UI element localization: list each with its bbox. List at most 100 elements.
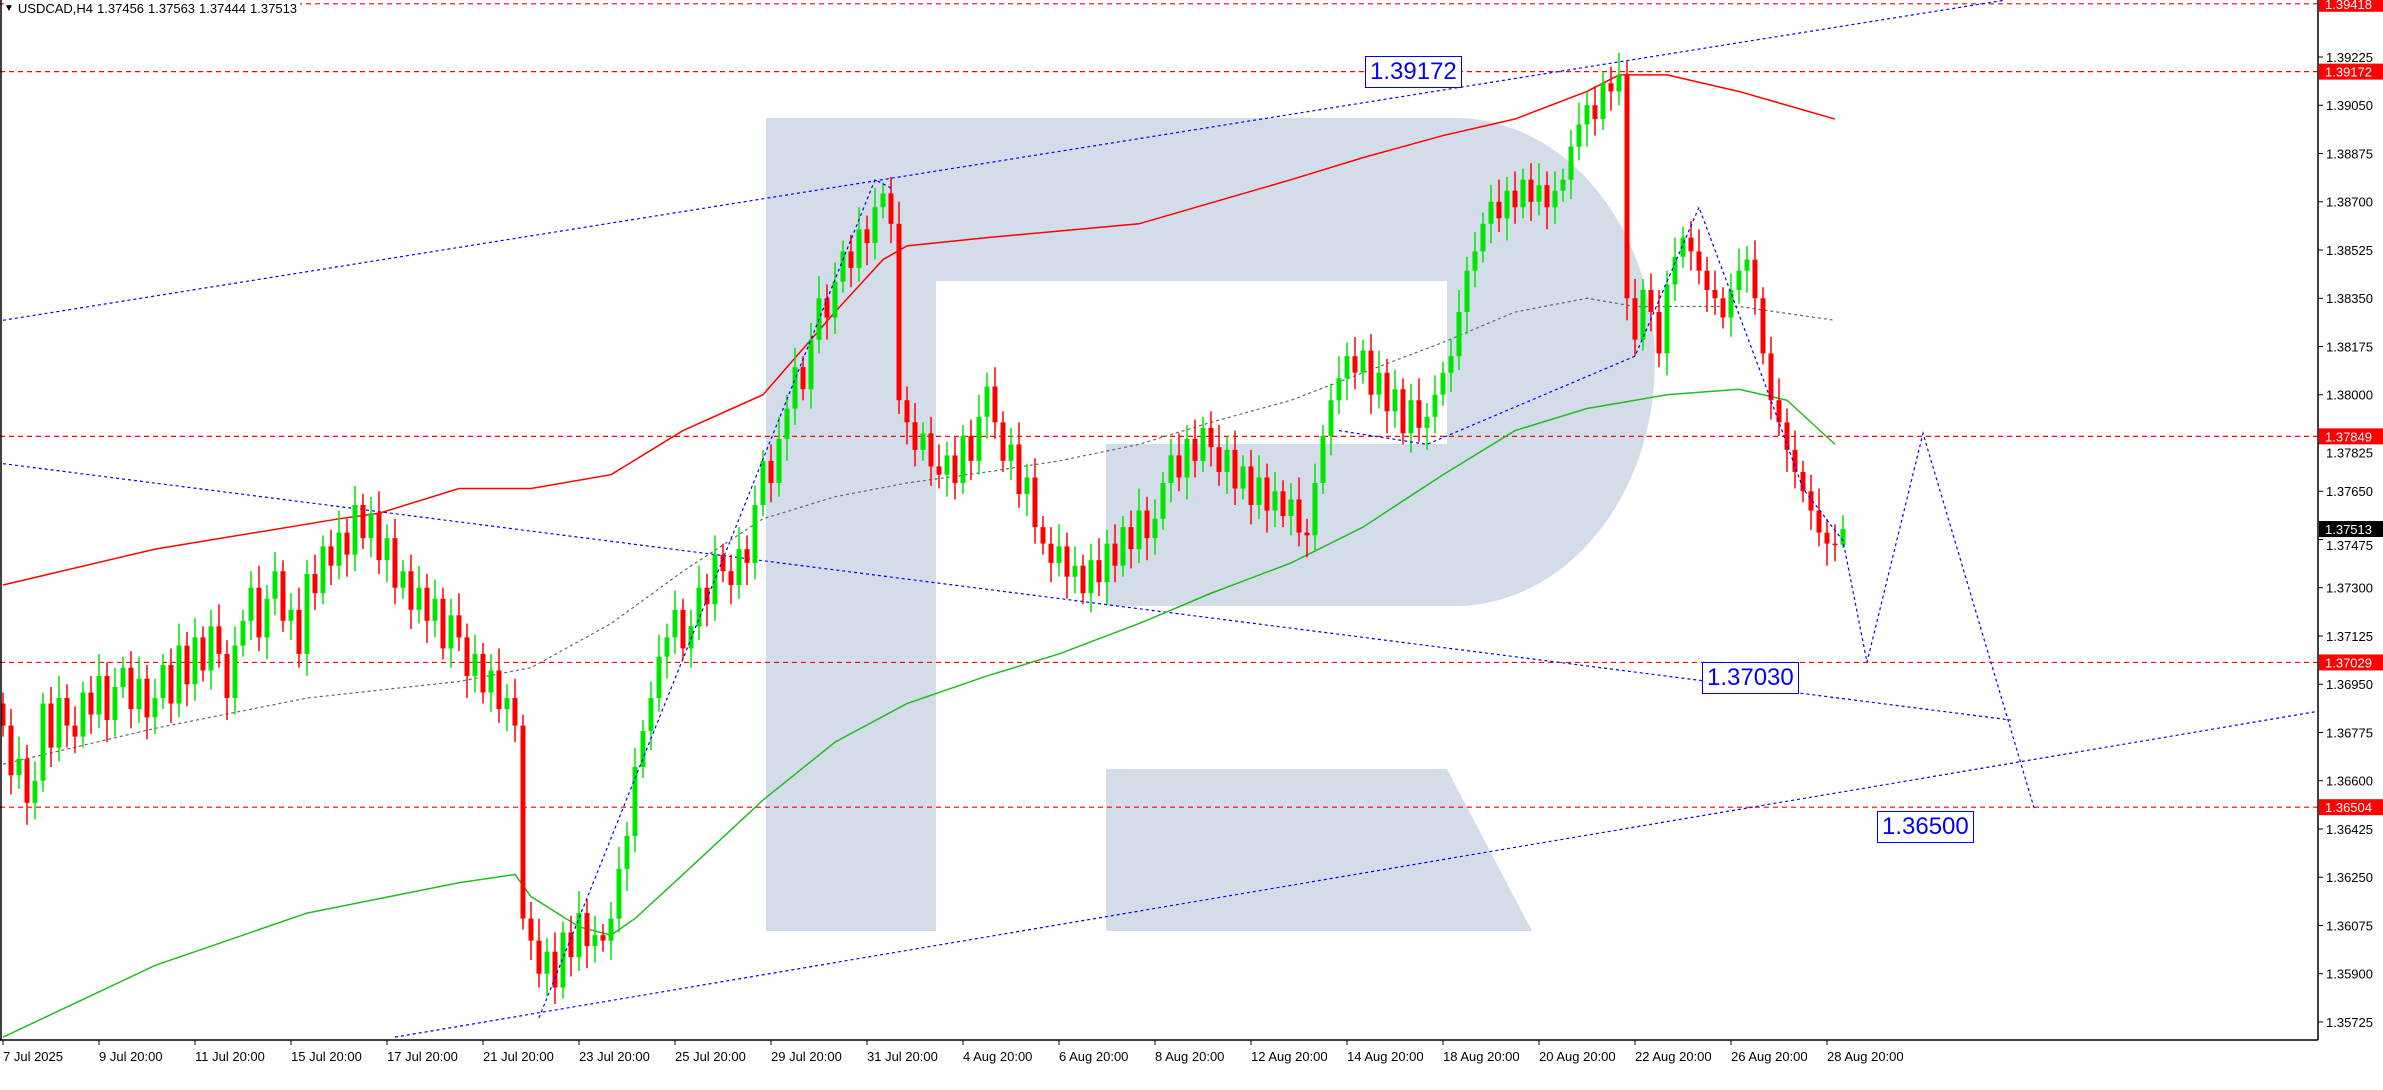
candle (192, 618, 198, 701)
candle-body (80, 692, 86, 737)
candle-body (1240, 466, 1246, 489)
candle (384, 524, 390, 583)
candle (424, 573, 430, 643)
candle-body (832, 281, 838, 318)
candle (464, 623, 470, 699)
candle-body (1312, 482, 1318, 536)
candle-body (1144, 510, 1150, 539)
candle-body (104, 675, 110, 721)
candle-body (1368, 350, 1374, 395)
candle (288, 593, 294, 641)
candle-body (1384, 372, 1390, 412)
candle-body (1784, 422, 1790, 450)
candle-body (752, 505, 758, 563)
candle-body (176, 645, 182, 704)
candle-body (1192, 438, 1198, 461)
candle (952, 436, 958, 500)
candle-body (48, 703, 54, 748)
candle-body (1112, 543, 1118, 566)
candle (1264, 463, 1270, 533)
candle-body (968, 436, 974, 461)
candle (1376, 350, 1382, 409)
candle-body (1568, 146, 1574, 180)
candle (24, 744, 30, 825)
candle-body (352, 505, 358, 555)
candle-body (896, 223, 902, 401)
candle-body (472, 653, 478, 676)
candle (1024, 463, 1030, 517)
candle-body (256, 587, 262, 638)
candle-body (1136, 510, 1142, 550)
candle-body (1304, 532, 1310, 536)
level-price-badge (2319, 428, 2383, 445)
candle (1080, 554, 1086, 605)
candle (496, 648, 502, 723)
candle-body (152, 698, 158, 718)
price-tick-label: 1.38175 (2326, 339, 2373, 354)
candle-body (1768, 353, 1774, 401)
candle-body (720, 554, 726, 572)
candle (1240, 455, 1246, 500)
price-tick-label: 1.38700 (2326, 195, 2373, 210)
candle-body (1792, 449, 1798, 472)
price-tick-label: 1.38875 (2326, 146, 2373, 161)
candle-body (704, 587, 710, 605)
candle-body (872, 207, 878, 244)
candle-body (1624, 74, 1630, 299)
price-tick-label: 1.36075 (2326, 918, 2373, 933)
candle-body (528, 918, 534, 941)
price-tick-label: 1.37300 (2326, 581, 2373, 596)
candle-body (232, 645, 238, 699)
candle-body (944, 455, 950, 475)
price-tick-label: 1.37650 (2326, 484, 2373, 499)
candle (472, 634, 478, 693)
candle-body (1648, 289, 1654, 313)
current-price-badge (2319, 521, 2383, 538)
level-price-badge (2319, 799, 2383, 816)
candle-body (496, 670, 502, 710)
candle (896, 201, 902, 415)
candle (912, 403, 918, 467)
candle (784, 394, 790, 461)
candle (1472, 232, 1478, 288)
candle (1072, 546, 1078, 594)
candle (848, 234, 854, 288)
candle-body (1456, 312, 1462, 357)
time-tick-label: 28 Aug 20:00 (1827, 1049, 1904, 1064)
candle-body (1472, 251, 1478, 271)
candle-body (992, 386, 998, 423)
price-tick-label: 1.37825 (2326, 445, 2373, 460)
time-tick-label: 8 Aug 20:00 (1155, 1049, 1224, 1064)
triangle-down-icon[interactable]: ▼ (4, 3, 14, 14)
time-axis-bg (0, 1040, 2318, 1090)
candle (416, 565, 422, 624)
candle-body (1736, 270, 1742, 290)
candle (392, 518, 398, 605)
candle (1432, 375, 1438, 434)
candle (1544, 171, 1550, 230)
candle-body (1816, 510, 1822, 533)
candle-body (824, 298, 830, 318)
candle-body (544, 951, 550, 974)
candle (112, 667, 118, 737)
candle-body (864, 229, 870, 244)
candle (1512, 171, 1518, 224)
candle-body (1416, 400, 1422, 428)
candle-body (368, 513, 374, 539)
candle (96, 653, 102, 729)
candle (744, 535, 750, 585)
candle (376, 491, 382, 574)
time-tick-label: 7 Jul 2025 (3, 1049, 63, 1064)
level-price-label: 1.37029 (2325, 655, 2372, 670)
candle-body (568, 932, 574, 958)
candle-body (1200, 427, 1206, 461)
candle (224, 640, 230, 721)
candle-body (432, 598, 438, 621)
candle (1824, 518, 1830, 566)
time-tick-label: 15 Jul 20:00 (291, 1049, 362, 1064)
candle-body (1224, 449, 1230, 472)
candle (1464, 256, 1470, 335)
candle (1176, 433, 1182, 492)
level-price-label: 1.37849 (2325, 429, 2372, 444)
